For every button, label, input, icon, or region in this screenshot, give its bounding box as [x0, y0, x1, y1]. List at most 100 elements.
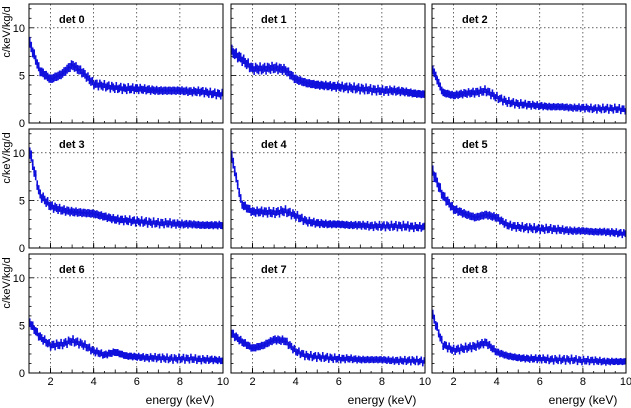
data-point: [187, 224, 189, 226]
data-point: [490, 215, 492, 217]
data-point: [454, 94, 457, 97]
data-point: [397, 89, 400, 92]
data-point: [386, 88, 388, 91]
data-point: [353, 224, 356, 227]
data-point: [437, 332, 440, 335]
data-point: [569, 106, 571, 109]
data-point: [185, 356, 188, 359]
data-point: [515, 356, 518, 359]
data-point: [458, 210, 461, 213]
data-point: [449, 205, 452, 208]
data-point: [169, 220, 171, 223]
data-point: [513, 104, 516, 107]
data-point: [241, 341, 244, 344]
data-point: [563, 106, 565, 109]
data-point: [155, 88, 158, 91]
data-point: [128, 88, 131, 91]
data-point: [166, 222, 168, 225]
data-point: [136, 356, 139, 359]
data-point: [347, 358, 350, 360]
data-point: [377, 359, 379, 361]
data-point: [306, 355, 309, 358]
data-point: [30, 324, 33, 327]
x-tick-label: 6: [336, 376, 342, 388]
data-point: [63, 70, 65, 73]
data-point: [549, 226, 552, 229]
data-point: [167, 359, 170, 361]
data-point: [624, 110, 627, 113]
data-point: [545, 226, 548, 229]
data-point: [210, 93, 213, 96]
data-point: [182, 224, 185, 226]
data-point: [28, 152, 31, 154]
data-point: [284, 69, 287, 72]
data-point: [119, 85, 122, 88]
data-point: [281, 338, 284, 341]
data-point: [431, 313, 434, 316]
data-point: [563, 230, 565, 233]
data-point: [329, 84, 332, 86]
data-point: [115, 85, 118, 87]
data-point: [206, 357, 209, 360]
data-point: [309, 353, 312, 356]
data-point: [575, 107, 577, 110]
data-point: [365, 86, 367, 89]
data-point: [175, 224, 177, 227]
data-point: [395, 90, 397, 93]
data-point: [82, 345, 85, 348]
data-point: [247, 62, 250, 64]
data-point: [277, 210, 279, 212]
data-point: [475, 346, 477, 349]
data-point: [448, 93, 451, 96]
data-point: [460, 346, 462, 349]
data-point: [247, 344, 250, 347]
data-point: [81, 212, 83, 215]
data-point: [280, 67, 282, 70]
data-point: [55, 75, 58, 78]
data-point: [345, 85, 348, 88]
data-point: [164, 220, 167, 223]
data-point: [140, 218, 143, 221]
data-point: [67, 66, 70, 69]
data-point: [292, 348, 294, 351]
data-point: [72, 64, 74, 67]
data-point: [542, 106, 545, 108]
data-point: [84, 211, 86, 214]
data-point: [190, 223, 192, 225]
data-point: [106, 217, 109, 220]
data-point: [350, 87, 353, 89]
data-point: [569, 228, 571, 231]
data-point: [239, 197, 242, 200]
data-point: [554, 227, 557, 230]
data-point: [200, 224, 203, 227]
data-point: [369, 87, 372, 89]
data-point: [230, 332, 233, 335]
data-point: [496, 216, 498, 219]
data-point: [274, 338, 276, 341]
data-points: [230, 329, 426, 367]
data-point: [472, 215, 474, 218]
data-point: [384, 227, 387, 229]
data-point: [113, 218, 116, 221]
data-point: [103, 215, 106, 218]
data-point: [380, 358, 382, 361]
data-point: [431, 169, 434, 172]
data-point: [112, 216, 115, 219]
data-point: [181, 358, 183, 360]
data-point: [561, 227, 564, 230]
data-point: [134, 87, 137, 90]
data-point: [353, 358, 356, 360]
data-point: [115, 351, 118, 354]
data-point: [339, 359, 342, 362]
data-point: [381, 225, 384, 227]
data-point: [363, 359, 366, 361]
data-point: [230, 48, 233, 51]
data-point: [39, 335, 42, 338]
data-point: [85, 346, 88, 349]
data-point: [460, 210, 462, 213]
data-point: [396, 90, 399, 92]
data-point: [566, 357, 568, 360]
data-point: [421, 362, 424, 365]
data-point: [557, 227, 559, 230]
data-point: [572, 230, 574, 233]
